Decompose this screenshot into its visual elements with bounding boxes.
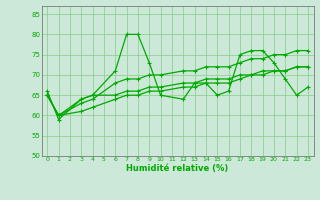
X-axis label: Humidité relative (%): Humidité relative (%) [126, 164, 229, 173]
